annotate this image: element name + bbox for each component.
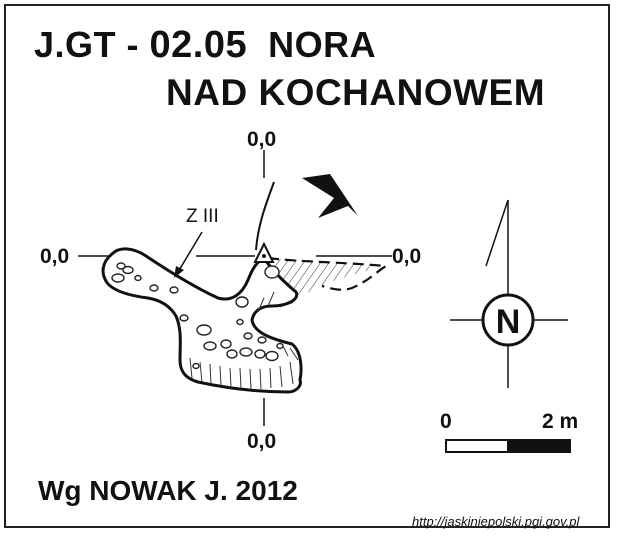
north-compass-icon: N xyxy=(450,199,568,388)
survey-axes xyxy=(78,150,392,426)
title-prefix: J.GT - xyxy=(34,24,140,65)
floor-slope-lines xyxy=(189,291,299,390)
datum-left-label: 0,0 xyxy=(40,245,70,268)
overhang-dashed xyxy=(267,256,390,291)
datum-right-label: 0,0 xyxy=(392,245,422,268)
title-name-line2: NAD KOCHANOWEM xyxy=(166,72,546,113)
scale-start-label: 0 xyxy=(440,410,452,433)
title-code: J.GT - 02.05 NORA xyxy=(34,24,376,67)
scale-end-label: 2 m xyxy=(542,410,579,433)
zone-pointer xyxy=(174,231,203,278)
author-credit: Wg NOWAK J. 2012 xyxy=(38,475,298,506)
compass-letter: N xyxy=(496,303,521,341)
entrance-arrow-icon xyxy=(302,174,358,218)
entrance-line xyxy=(255,181,275,251)
scale-bar xyxy=(445,439,571,453)
datum-bottom-label: 0,0 xyxy=(247,430,277,453)
title-number: 02.05 xyxy=(149,24,248,66)
map-frame xyxy=(4,4,610,528)
title-name-line1: NORA xyxy=(268,24,377,65)
datum-top-label: 0,0 xyxy=(247,128,277,151)
boulders xyxy=(111,262,284,370)
survey-point-triangle-icon xyxy=(253,241,275,263)
zone-label: Z III xyxy=(186,206,219,227)
source-url[interactable]: http://jaskiniepolski.pgi.gov.pl xyxy=(412,514,580,529)
